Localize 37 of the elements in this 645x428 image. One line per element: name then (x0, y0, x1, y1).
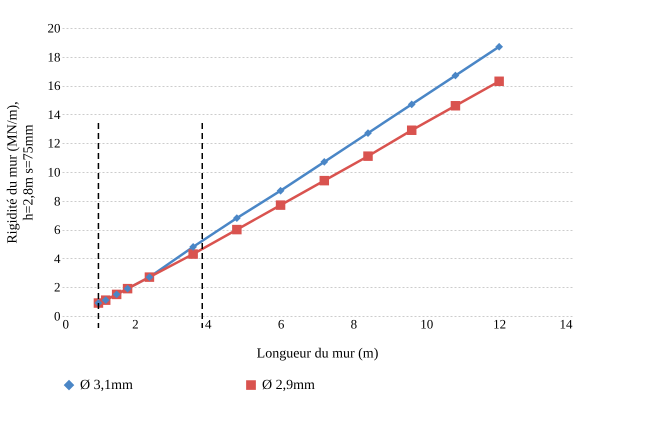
point (232, 214, 241, 222)
y-tick-label: 20 (48, 20, 60, 36)
x-tick-label: 6 (278, 316, 285, 332)
point (232, 224, 242, 234)
y-tick-label: 6 (54, 222, 61, 238)
y-axis-title: Rigidité du mur (MN/m), h=2,8m s=75mm (6, 101, 36, 244)
y-tick-label: 8 (54, 193, 60, 208)
point (276, 200, 286, 210)
x-tick-label: 8 (350, 316, 358, 332)
point (320, 176, 330, 186)
point (188, 249, 198, 259)
point (495, 42, 504, 51)
x-tick-label: 4 (204, 316, 212, 332)
point (450, 101, 460, 111)
point (406, 125, 416, 135)
y-tick-label: 4 (54, 250, 61, 266)
legend-label: Ø 3,1mm (80, 378, 133, 394)
legend-label: Ø 2,9mm (262, 378, 315, 394)
y-tick-label: 14 (48, 106, 61, 122)
x-tick-label: 2 (132, 316, 139, 332)
point (189, 243, 198, 251)
point (364, 129, 372, 137)
point (452, 72, 460, 80)
x-axis-title: Longueur du mur (m) (256, 346, 379, 362)
y-tick-label: 12 (48, 136, 60, 151)
point (276, 186, 284, 195)
y-tick-label: 16 (48, 78, 61, 94)
x-tick-label: 10 (420, 316, 434, 332)
point (494, 76, 504, 86)
y-tick-label: 2 (54, 280, 60, 295)
x-tick-label: 14 (560, 316, 573, 332)
x-tick-label: 12 (493, 316, 506, 332)
point (408, 100, 416, 108)
y-tick-label: 10 (48, 164, 60, 180)
point (320, 158, 328, 166)
point (363, 151, 373, 161)
y-tick-label: 18 (48, 49, 60, 64)
